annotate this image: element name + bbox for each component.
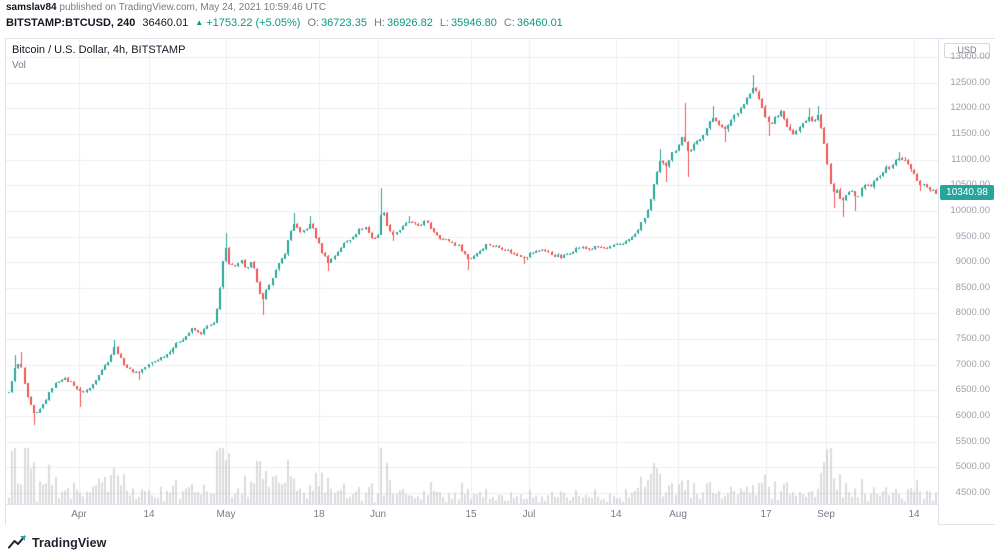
price-axis-label: 8500.00 (955, 281, 990, 293)
price-axis-label: 10000.00 (950, 204, 990, 216)
price-axis-label: 6500.00 (955, 384, 990, 396)
ohlc-pair: H: 36926.82 (374, 17, 433, 29)
ohlc-values: O: 36723.35 H: 36926.82 L: 35946.80 C: 36460.01 (307, 17, 562, 29)
price-axis-label: 9500.00 (955, 230, 990, 242)
price-axis-label: 7500.00 (955, 333, 990, 345)
up-arrow-icon: ▲ (195, 18, 204, 27)
price-axis-label: 8000.00 (955, 307, 990, 319)
time-axis-label: Jun (369, 509, 387, 520)
price-chart-canvas[interactable] (6, 39, 939, 504)
price-axis-label: 5500.00 (955, 435, 990, 447)
price-axis-label: 10500.00 (950, 180, 990, 190)
price-change: +1753.22 (+5.05%) (206, 17, 301, 29)
time-axis-label: 14 (610, 509, 622, 520)
time-axis-label: Apr (71, 509, 87, 520)
time-axis-label: 18 (313, 509, 325, 520)
time-axis-label: 15 (465, 509, 477, 520)
price-axis-label: 7000.00 (955, 358, 990, 370)
ohlc-value: 36460.01 (516, 17, 563, 29)
ohlc-value: 36926.82 (386, 17, 433, 29)
price-axis-label: 12000.00 (950, 102, 990, 114)
tradingview-logo-icon[interactable] (8, 534, 26, 552)
ohlc-label: H: (373, 17, 385, 29)
time-axis-label: 14 (908, 509, 920, 520)
ohlc-value: 35946.80 (451, 17, 497, 29)
ohlc-label: O: (307, 17, 320, 29)
ohlc-pair: C: 36460.01 (504, 17, 563, 29)
price-axis-label: 11500.00 (951, 127, 990, 139)
price-axis-label: 13000.00 (950, 51, 990, 62)
time-axis-label: Sep (817, 509, 835, 520)
symbol-line: BITSTAMP:BTCUSD, 240 36460.01 ▲ +1753.22… (6, 17, 563, 29)
published-info: published on TradingView.com, May 24, 20… (59, 2, 327, 13)
time-axis-label: 17 (760, 509, 772, 520)
time-axis-label: May (216, 509, 236, 520)
change-group: ▲ +1753.22 (+5.05%) (195, 17, 300, 29)
axis-currency-label: USD (944, 43, 990, 58)
price-axis-label: 4500.00 (955, 487, 990, 498)
symbol-title: BITSTAMP:BTCUSD, 240 (6, 17, 136, 29)
ohlc-label: C: (503, 17, 515, 29)
current-price-label: 10340.98 (940, 185, 994, 200)
tradingview-wordmark[interactable]: TradingView (32, 536, 107, 550)
time-axis-label: 14 (143, 509, 155, 520)
tradingview-footer: TradingView (8, 534, 107, 552)
price-axis-label: 9000.00 (955, 256, 990, 268)
price-axis-label: 6000.00 (955, 410, 990, 422)
time-axis[interactable]: Apr 14 May 18 Jun 15 Jul 14 Aug 17 Sep 14 (6, 504, 938, 525)
price-axis-label: 12500.00 (950, 76, 990, 88)
ohlc-pair: L: 35946.80 (440, 17, 497, 29)
time-axis-label: Jul (522, 509, 536, 520)
author-name[interactable]: samslav84 (6, 2, 57, 13)
published-line: samslav84 published on TradingView.com, … (6, 2, 563, 15)
ohlc-value: 36723.35 (321, 17, 367, 29)
ohlc-pair: O: 36723.35 (307, 17, 367, 29)
publish-header: samslav84 published on TradingView.com, … (6, 2, 563, 29)
price-axis-label: 5000.00 (955, 461, 990, 473)
chart-frame: Bitcoin / U.S. Dollar, 4h, BITSTAMP Vol … (5, 38, 995, 525)
time-axis-label: Aug (669, 509, 687, 520)
last-price: 36460.01 (142, 17, 189, 29)
price-axis-label: 11000.00 (951, 153, 990, 165)
price-axis[interactable]: USD 10340.98 13000.00 12500.00 12000.00 115… (938, 39, 995, 524)
ohlc-label: L: (439, 17, 450, 29)
